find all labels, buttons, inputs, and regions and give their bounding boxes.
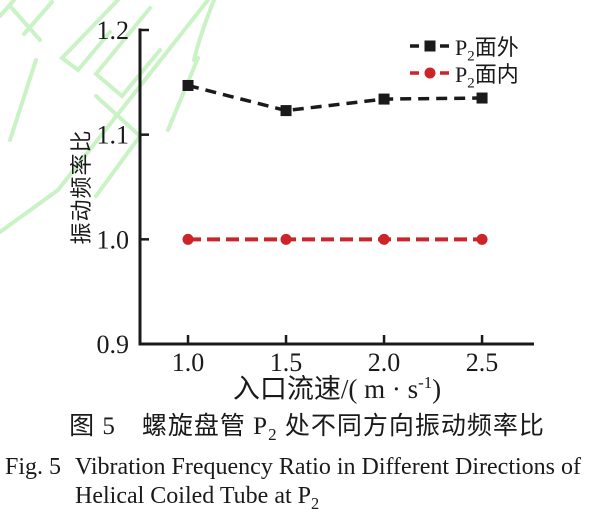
caption-english-line2: Helical Coiled Tube at P2	[75, 483, 320, 509]
legend-item-out-of-plane: P2面外	[410, 33, 519, 63]
x-tick-label: 2.0	[368, 348, 401, 377]
data-point-circle	[182, 233, 194, 245]
x-tick-label: 1.0	[172, 348, 205, 377]
data-point-square	[280, 105, 292, 117]
caption-english-figure-label: Fig. 5	[5, 454, 62, 480]
data-point-circle	[476, 233, 488, 245]
x-axis-label-exponent: -1	[418, 373, 433, 392]
legend: P2面外 P2面内	[410, 33, 519, 90]
legend-label-in-plane: P2面内	[455, 61, 519, 91]
caption-english-line1: Vibration Frequency Ratio in Different D…	[75, 454, 581, 480]
data-point-square	[378, 93, 390, 105]
caption-english: Fig. 5 Vibration Frequency Ratio in Diff…	[5, 453, 611, 509]
x-tick-label: 2.5	[466, 348, 499, 377]
y-tick-label: 1.2	[97, 16, 130, 45]
data-point-square	[182, 79, 194, 91]
caption-chinese: 图 5 螺旋盘管 P2 处不同方向振动频率比	[69, 413, 545, 444]
legend-item-in-plane: P2面内	[410, 60, 519, 90]
x-axis-label: 入口流速/( m · s-1)	[140, 374, 534, 404]
legend-label-out-of-plane: P2面外	[455, 34, 519, 64]
x-axis-label-close: )	[432, 374, 442, 404]
caption-english-text: Vibration Frequency Ratio in Different D…	[75, 453, 611, 509]
line-chart: 0.9 1.0 1.1 1.2 1.0 1.5 2.0 2.5	[97, 16, 534, 377]
legend-marker-square	[424, 40, 436, 51]
x-tick-label: 1.5	[270, 348, 303, 377]
y-tick-label: 0.9	[97, 330, 130, 359]
legend-marker-circle	[424, 67, 436, 78]
legend-line-sample-out-of-plane	[410, 40, 450, 51]
legend-line-sample-in-plane	[410, 67, 450, 78]
data-point-circle	[280, 233, 292, 245]
y-tick-label: 1.1	[97, 121, 130, 150]
data-point-square	[476, 92, 488, 104]
data-point-circle	[378, 233, 390, 245]
x-axis-label-text: 入口流速/( m · s	[232, 374, 419, 404]
series-line-out-of-plane	[187, 83, 483, 113]
y-axis-label: 振动频率比	[69, 129, 94, 245]
y-tick-label: 1.0	[97, 225, 130, 254]
